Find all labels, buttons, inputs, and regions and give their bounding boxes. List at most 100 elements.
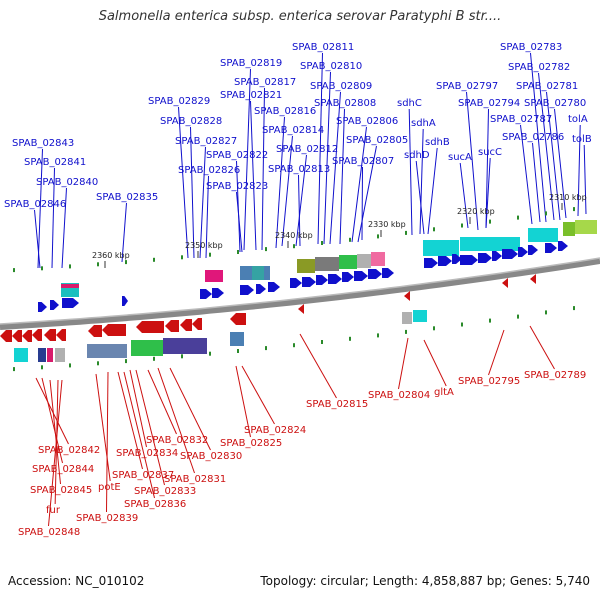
forward-gene-arrow: [382, 268, 394, 278]
forward-label-connector: [34, 209, 41, 269]
forward-gene-label: SPAB_02841: [24, 157, 86, 168]
reverse-gene-label: fur: [46, 505, 61, 516]
feature-box: [55, 348, 65, 362]
forward-gene-label: SPAB_02787: [490, 114, 552, 125]
forward-label-connector: [121, 202, 127, 263]
forward-label-connector: [37, 148, 43, 269]
forward-label-connector: [261, 87, 265, 251]
reverse-gene-label: SPAB_02845: [30, 485, 92, 496]
reverse-gene-label: SPAB_02834: [116, 448, 178, 459]
accession-label: Accession: NC_010102: [8, 574, 145, 588]
feature-box: [205, 270, 223, 282]
reverse-gene-label: SPAB_02842: [38, 445, 100, 456]
forward-label-connector: [485, 157, 491, 229]
reverse-gene-arrow: [32, 329, 42, 341]
forward-label-connector: [199, 146, 206, 259]
forward-gene-label: sucC: [478, 147, 502, 158]
forward-label-connector: [485, 108, 489, 229]
forward-gene-arrow: [424, 258, 438, 268]
forward-gene-arrow: [212, 288, 224, 298]
forward-label-connector: [532, 142, 541, 223]
reverse-gene-label: SPAB_02839: [76, 513, 138, 524]
genome-backbone: [0, 257, 600, 330]
forward-gene-label: tolB: [572, 134, 592, 145]
genome-title: Salmonella enterica subsp. enterica sero…: [98, 9, 502, 24]
forward-gene-label: SPAB_02827: [175, 136, 237, 147]
reverse-gene-label: SPAB_02815: [306, 399, 368, 410]
reverse-label-connector: [48, 379, 63, 527]
gene-labels: SPAB_02843 SPAB_02841 SPAB_02840 SPAB_02846…: [4, 42, 592, 538]
forward-gene-label: sdhA: [411, 118, 436, 129]
reverse-gene-arrow: [165, 320, 179, 332]
reverse-gene-arrow: [136, 321, 164, 333]
reverse-gene-label: SPAB_02830: [180, 451, 242, 462]
backbone-highlight: [0, 257, 600, 325]
feature-tracks: [14, 220, 597, 362]
forward-label-connector: [250, 100, 257, 251]
feature-box: [87, 344, 127, 358]
forward-gene-label: tolA: [568, 114, 588, 125]
forward-label-connector: [361, 166, 363, 241]
kbp-tick-label: 2330 kbp: [368, 220, 406, 229]
forward-label-connector: [61, 187, 67, 269]
feature-box: [297, 259, 315, 273]
reverse-label-connector: [123, 371, 155, 499]
forward-label-connector: [281, 135, 293, 247]
kbp-ticks: 2360 kbp 2350 kbp 2340 kbp 2330 kbp 2320 kbp…: [13, 193, 587, 372]
forward-label-connector: [178, 106, 189, 259]
forward-gene-label: SPAB_02817: [234, 77, 296, 88]
forward-label-connector: [546, 91, 561, 221]
forward-gene-arrow: [50, 300, 59, 310]
reverse-gene-arrow: [44, 329, 56, 341]
forward-gene-arrow: [518, 247, 528, 257]
forward-gene-arrow: [545, 243, 557, 253]
kbp-tick-label: 2310 kbp: [549, 193, 587, 202]
forward-label-connector: [323, 71, 331, 245]
forward-label-connector: [329, 91, 341, 245]
reverse-gene-arrow: [192, 318, 202, 330]
forward-gene-arrow: [200, 289, 212, 299]
forward-gene-label: SPAB_02797: [436, 81, 498, 92]
reverse-gene-label: potE: [98, 482, 121, 493]
feature-box: [575, 220, 597, 234]
feature-box: [315, 257, 339, 271]
forward-gene-label: SPAB_02782: [508, 62, 570, 73]
reverse-label-connector: [95, 373, 111, 482]
forward-gene-label: SPAB_02794: [458, 98, 520, 109]
label-connectors: [34, 52, 587, 527]
forward-gene-label: sdhB: [425, 137, 450, 148]
reverse-label-connector: [169, 367, 211, 451]
feature-box: [423, 240, 459, 256]
reverse-gene-label: SPAB_02832: [146, 435, 208, 446]
forward-label-connector: [298, 174, 301, 247]
reverse-label-connector: [49, 379, 61, 485]
forward-gene-label: SPAB_02826: [178, 165, 240, 176]
forward-gene-arrow: [342, 272, 354, 282]
reverse-gene-arrow: [230, 313, 246, 325]
forward-gene-label: SPAB_02786: [502, 132, 564, 143]
forward-label-connector: [419, 128, 424, 235]
forward-gene-label: SPAB_02807: [332, 156, 394, 167]
reverse-gene-arrow: [180, 319, 192, 331]
forward-gene-label: SPAB_02783: [500, 42, 562, 53]
forward-label-connector: [466, 91, 479, 231]
forward-gene-label: SPAB_02829: [148, 96, 210, 107]
forward-gene-label: SPAB_02806: [336, 116, 398, 127]
reverse-gene-arrow: [530, 274, 536, 284]
forward-gene-label: SPAB_02822: [206, 150, 268, 161]
feature-box: [413, 310, 427, 322]
forward-gene-arrow: [368, 269, 382, 279]
forward-gene-label: SPAB_02809: [310, 81, 372, 92]
forward-gene-arrow: [290, 278, 302, 288]
feature-box: [460, 237, 520, 251]
reverse-gene-arrow: [404, 291, 410, 301]
reverse-gene-label: SPAB_02824: [244, 425, 306, 436]
reverse-label-connector: [241, 365, 275, 425]
forward-gene-label: SPAB_02813: [268, 164, 330, 175]
forward-gene-label: SPAB_02811: [292, 42, 354, 53]
feature-box: [14, 348, 28, 362]
reverse-gene-arrow: [502, 278, 508, 288]
forward-gene-label: SPAB_02781: [516, 81, 578, 92]
forward-label-connector: [243, 68, 251, 251]
forward-gene-label: SPAB_02816: [254, 106, 316, 117]
